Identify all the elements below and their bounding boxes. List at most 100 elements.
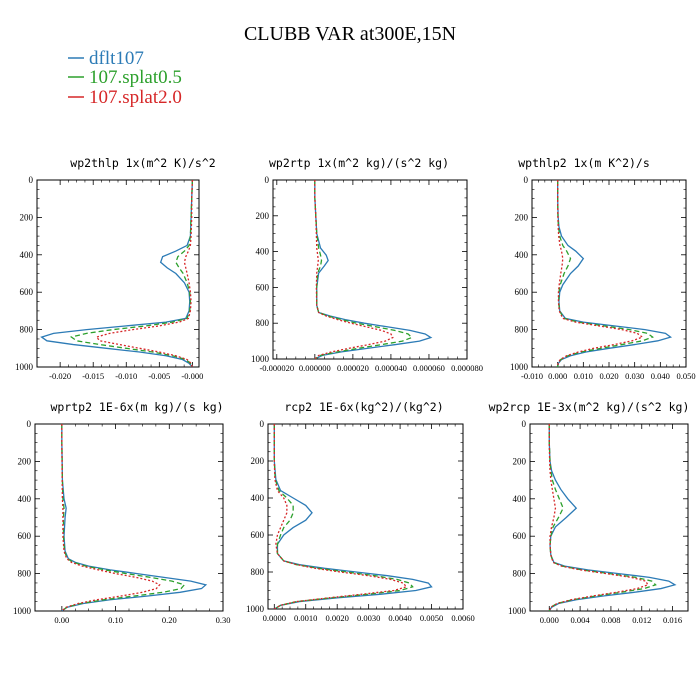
y-tick-label: 0 (29, 175, 34, 185)
panels: wp2thlp 1x(m^2 K)/s^202004006008001000-0… (13, 156, 696, 625)
series-line-dflt107 (557, 180, 673, 367)
y-tick-label: 800 (20, 325, 34, 335)
x-tick-label: 0.004 (571, 615, 591, 625)
series-line-107-splat0-5 (61, 424, 186, 611)
x-tick-label: 0.20 (162, 615, 177, 625)
panel-title: wp2thlp 1x(m^2 K)/s^2 (70, 156, 215, 170)
panel-1: wp2thlp 1x(m^2 K)/s^2 0 200 400 600 800 1000 -0… (15, 156, 216, 381)
series-line-107-splat0-5 (314, 180, 414, 359)
panel-4: wprtp2 1E-6x(m kg)/(s kg) 0 200 400 600 800 10… (13, 400, 230, 625)
y-tick-label: 1000 (246, 604, 265, 614)
y-tick-label: 200 (251, 456, 265, 466)
x-tick-label: 0.0020 (326, 613, 349, 623)
x-tick-label: -0.020 (49, 371, 71, 381)
panel-title: wprtp2 1E-6x(m kg)/(s kg) (50, 400, 223, 414)
y-tick-label: 0 (260, 419, 265, 429)
y-tick-label: 0 (27, 419, 32, 429)
y-tick-label: 200 (18, 456, 32, 466)
series-line-107-splat0-5 (273, 424, 414, 609)
y-tick-label: 1000 (13, 606, 32, 616)
y-tick-label: 1000 (251, 354, 270, 364)
y-tick-label: 400 (515, 250, 529, 260)
panel-6: wp2rcp 1E-3x(m^2 kg)/(s^2 kg) 0 200 400 600 8… (489, 400, 690, 625)
series-line-107-splat2-0 (61, 424, 161, 611)
series-line-dflt107 (314, 180, 433, 359)
y-tick-label: 400 (20, 250, 34, 260)
series-line-dflt107 (273, 424, 433, 609)
y-tick-label: 200 (515, 212, 529, 222)
series-line-107-splat2-0 (557, 180, 644, 367)
y-tick-label: 0 (524, 175, 529, 185)
panel-2: wp2rtp 1x(m^2 kg)/(s^2 kg) 0 200 400 600 800 1… (251, 156, 483, 373)
y-tick-label: 600 (20, 287, 34, 297)
x-tick-label: -0.010 (115, 371, 137, 381)
panel-title: rcp2 1E-6x(kg^2)/(kg^2) (284, 400, 443, 414)
y-tick-label: 400 (251, 493, 265, 503)
x-tick-label: 0.008 (601, 615, 620, 625)
series-line-107-splat2-0 (95, 180, 194, 367)
x-tick-label: 0.000040 (375, 363, 407, 373)
x-tick-label: 0.012 (632, 615, 651, 625)
y-tick-label: 400 (18, 494, 32, 504)
x-tick-label: -0.010 (521, 371, 543, 381)
y-tick-label: 800 (515, 325, 529, 335)
legend-label-splat20: 107.splat2.0 (89, 87, 182, 108)
y-tick-label: 600 (18, 531, 32, 541)
x-tick-label: 0.040 (651, 371, 670, 381)
series-line-107-splat2-0 (273, 424, 408, 609)
x-tick-label: 0.00 (54, 615, 69, 625)
series-line-107-splat0-5 (557, 180, 654, 367)
y-tick-label: 200 (256, 211, 270, 221)
x-tick-label: 0.030 (625, 371, 644, 381)
y-tick-label: 600 (513, 531, 527, 541)
figure-title: CLUBB VAR at300E,15N (244, 23, 456, 45)
x-tick-label: 0.0010 (294, 613, 317, 623)
x-tick-label: 0.000060 (413, 363, 445, 373)
x-tick-label: 0.000080 (451, 363, 483, 373)
x-tick-label: 0.000 (548, 371, 567, 381)
y-tick-label: 800 (18, 569, 32, 579)
series-line-dflt107 (548, 424, 677, 611)
y-tick-label: 1000 (510, 362, 529, 372)
y-tick-label: 1000 (15, 362, 34, 372)
plot-frame (267, 423, 464, 610)
series-line-dflt107 (40, 180, 194, 367)
y-tick-label: 800 (251, 567, 265, 577)
y-tick-label: 600 (251, 530, 265, 540)
legend-label-splat05: 107.splat0.5 (89, 67, 182, 88)
legend: dflt107 107.splat0.5 107.splat2.0 (68, 48, 182, 108)
x-tick-label: 0.000000 (299, 363, 331, 373)
x-tick-label: 0.016 (663, 615, 682, 625)
x-tick-label: -0.000 (181, 371, 203, 381)
series-line-107-splat2-0 (314, 180, 394, 359)
panel-title: wp2rcp 1E-3x(m^2 kg)/(s^2 kg) (489, 400, 690, 414)
y-tick-label: 200 (513, 456, 527, 466)
x-tick-label: 0.000020 (337, 363, 369, 373)
x-tick-label: 0.0030 (357, 613, 380, 623)
series-line-dflt107 (61, 424, 208, 611)
x-tick-label: -0.015 (82, 371, 104, 381)
x-tick-label: 0.000 (540, 615, 559, 625)
y-tick-label: 400 (513, 494, 527, 504)
y-tick-label: 0 (522, 419, 527, 429)
x-tick-label: -0.000020 (259, 363, 294, 373)
panel-title: wpthlp2 1x(m K^2)/s (518, 156, 650, 170)
x-tick-label: 0.0040 (388, 613, 411, 623)
panel-3: wpthlp2 1x(m K^2)/s 0 200 400 600 800 1000-0.0… (510, 156, 696, 381)
x-tick-label: 0.10 (108, 615, 123, 625)
y-tick-label: 0 (265, 175, 270, 185)
legend-label-dflt107: dflt107 (89, 48, 144, 69)
plot-frame (529, 423, 689, 612)
y-tick-label: 1000 (508, 606, 527, 616)
x-tick-label: 0.010 (574, 371, 593, 381)
x-tick-label: 0.0000 (263, 613, 286, 623)
y-tick-label: 800 (513, 569, 527, 579)
x-tick-label: 0.0060 (451, 613, 474, 623)
x-tick-label: 0.050 (676, 371, 695, 381)
series-line-107-splat2-0 (548, 424, 649, 611)
plot-frame (272, 179, 468, 360)
series-line-107-splat0-5 (548, 424, 657, 611)
y-tick-label: 400 (256, 247, 270, 257)
x-tick-label: -0.005 (148, 371, 170, 381)
x-tick-label: 0.020 (599, 371, 618, 381)
